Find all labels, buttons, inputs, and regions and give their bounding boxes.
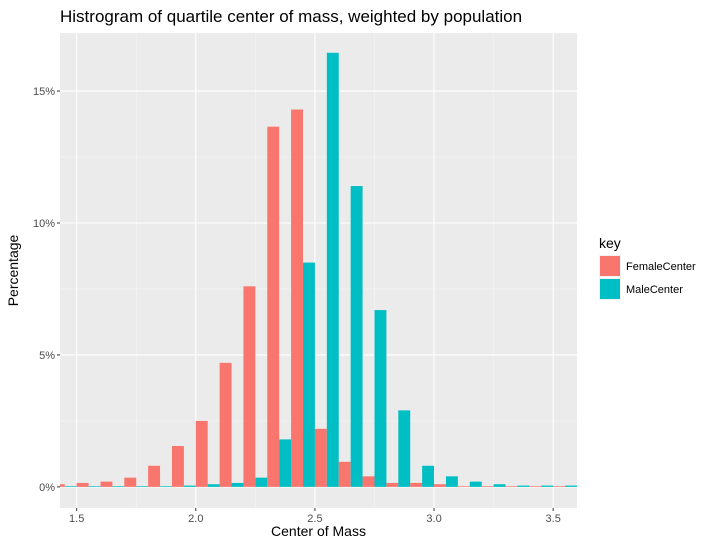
y-axis: 0% 5% 10% 15%: [33, 86, 60, 494]
bar-femalecenter: [410, 482, 423, 487]
bar-malecenter: [541, 485, 554, 487]
bar-malecenter: [565, 485, 577, 487]
bar-malecenter: [255, 477, 268, 487]
legend-swatch-malecenter: [600, 279, 620, 299]
bar-femalecenter: [529, 486, 542, 487]
bar-malecenter: [136, 486, 149, 487]
bar-femalecenter: [362, 476, 375, 487]
y-tick-label: 5%: [39, 350, 55, 362]
x-tick-label: 2.0: [188, 513, 203, 525]
bar-malecenter: [493, 484, 506, 487]
bar-malecenter: [517, 485, 530, 487]
x-tick-label: 3.0: [426, 513, 441, 525]
x-axis-title: Center of Mass: [271, 523, 366, 539]
bar-malecenter: [64, 486, 77, 487]
y-axis-title: Percentage: [5, 234, 21, 306]
x-tick-label: 3.5: [546, 513, 561, 525]
bar-femalecenter: [386, 482, 399, 487]
bar-malecenter: [374, 310, 387, 487]
x-tick-label: 1.5: [69, 513, 84, 525]
bar-malecenter: [398, 410, 411, 487]
chart-title: Histrogram of quartile center of mass, w…: [60, 7, 522, 26]
bar-malecenter: [160, 486, 172, 487]
bar-malecenter: [422, 465, 435, 487]
bar-femalecenter: [481, 486, 494, 487]
bar-malecenter: [88, 486, 101, 487]
grid-minor: [60, 33, 577, 508]
legend-title: key: [599, 235, 621, 251]
bar-femalecenter: [100, 481, 113, 487]
bar-femalecenter: [434, 484, 446, 487]
bar-malecenter: [112, 486, 125, 487]
bar-malecenter: [183, 485, 196, 487]
bar-malecenter: [445, 476, 458, 487]
bar-malecenter: [350, 186, 363, 487]
bar-malecenter: [326, 52, 339, 487]
x-axis: 1.5 2.0 2.5 3.0 3.5: [69, 508, 561, 525]
bar-femalecenter: [553, 486, 566, 487]
bar-femalecenter: [338, 461, 351, 487]
bar-malecenter: [231, 482, 244, 487]
bar-femalecenter: [60, 484, 65, 487]
bar-malecenter: [303, 262, 315, 487]
legend-label-femalecenter: FemaleCenter: [626, 261, 696, 273]
bar-femalecenter: [219, 362, 232, 487]
bar-malecenter: [207, 484, 220, 487]
y-tick-label: 15%: [33, 86, 55, 98]
legend-label-malecenter: MaleCenter: [626, 284, 683, 296]
bar-femalecenter: [148, 465, 161, 487]
bar-femalecenter: [243, 286, 256, 487]
bar-femalecenter: [171, 445, 184, 487]
bar-femalecenter: [291, 109, 304, 487]
bar-femalecenter: [267, 126, 280, 487]
legend: key FemaleCenter MaleCenter: [599, 235, 696, 300]
bar-femalecenter: [76, 482, 89, 487]
bar-malecenter: [279, 439, 292, 487]
bar-femalecenter: [505, 486, 518, 487]
bar-femalecenter: [457, 486, 470, 487]
x-tick-label: 2.5: [307, 513, 322, 525]
y-tick-label: 10%: [33, 218, 55, 230]
bars: [60, 52, 577, 487]
y-tick-label: 0%: [39, 482, 55, 494]
bar-malecenter: [469, 481, 482, 487]
legend-swatch-femalecenter: [600, 256, 620, 276]
bar-femalecenter: [314, 428, 327, 487]
bar-femalecenter: [124, 477, 137, 487]
bar-femalecenter: [195, 420, 208, 487]
